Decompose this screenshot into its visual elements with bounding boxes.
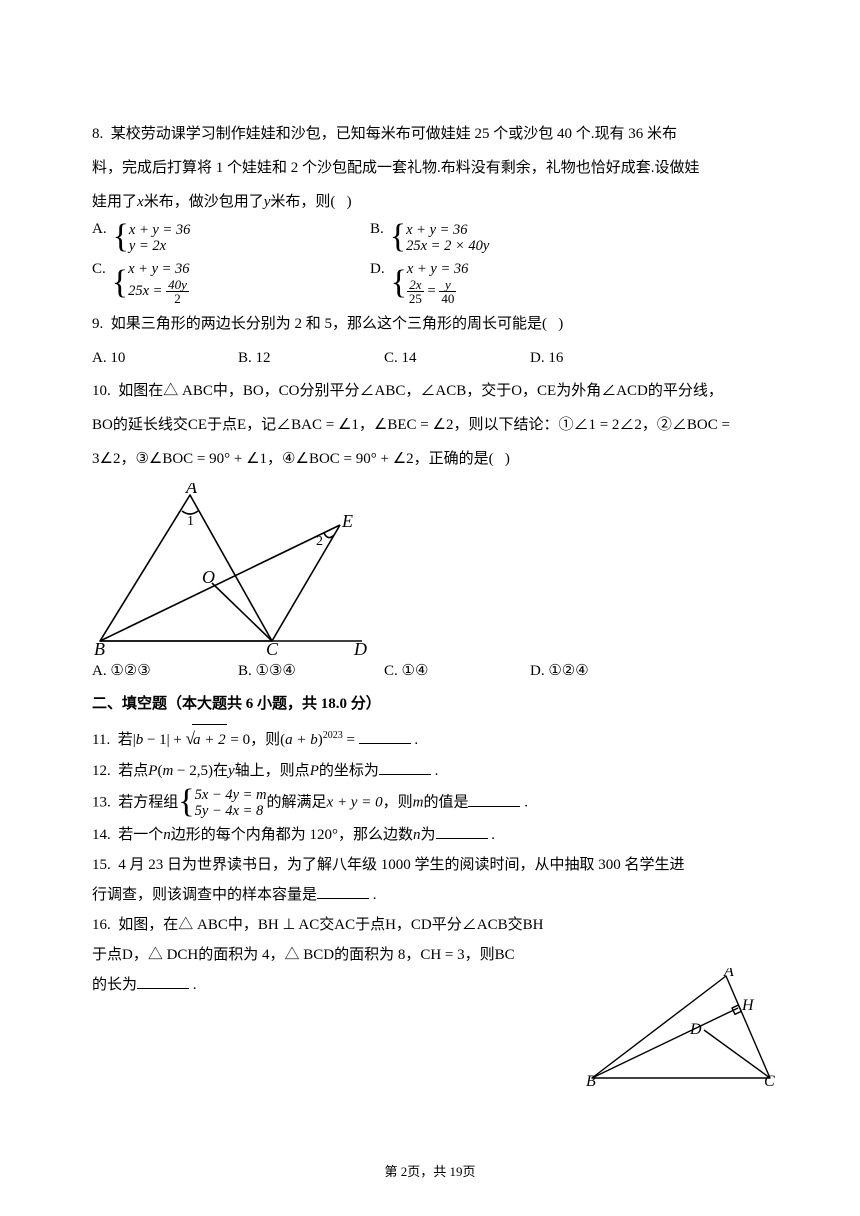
q14-blank	[436, 825, 488, 839]
q16-figure: A B C H D	[586, 968, 776, 1086]
q8-line3: 娃用了x米布，做沙包用了y米布，则( )	[92, 186, 768, 220]
q12-blank	[379, 761, 431, 775]
q10-line3: 3∠2，③∠BOC = 90° + ∠1，④∠BOC = 90° + ∠2，正确…	[92, 443, 768, 477]
q10-line2: BO的延长线交CE于点E，记∠BAC = ∠1，∠BEC = ∠2，则以下结论：…	[92, 409, 768, 443]
q10-option-d: D. ①②④	[530, 655, 589, 689]
fig1-label-b: B	[94, 639, 105, 655]
q10-line1: 10. 如图在△ ABC中，BO，CO分别平分∠ABC，∠ACB，交于O，CE为…	[92, 375, 768, 409]
q14-text: 14. 若一个n边形的每个内角都为 120°，那么边数n为 .	[92, 820, 768, 850]
q8-option-b: B. { x + y = 36 25x = 2 × 40y	[370, 221, 489, 255]
q9-option-c: C. 14	[384, 342, 530, 376]
q9-option-a: A. 10	[92, 342, 238, 376]
fig1-label-c: C	[266, 639, 279, 655]
fig1-label-d: D	[353, 639, 367, 655]
q8-options-row1: A. { x + y = 36 y = 2x B. { x + y = 36 2…	[92, 221, 768, 255]
q15-blank	[317, 885, 369, 899]
q8-line1: 8. 某校劳动课学习制作娃娃和沙包，已知每米布可做娃娃 25 个或沙包 40 个…	[92, 118, 768, 152]
q8-option-d: D. { x + y = 36 2x25 = y40	[370, 261, 468, 306]
q10-option-b: B. ①③④	[238, 655, 384, 689]
q9-text: 9. 如果三角形的两边长分别为 2 和 5，那么这个三角形的周长可能是( )	[92, 308, 768, 342]
q9-option-d: D. 16	[530, 342, 563, 376]
q15-line1: 15. 4 月 23 日为世界读书日，为了解八年级 1000 学生的阅读时间，从…	[92, 850, 768, 880]
fig1-label-e: E	[341, 511, 353, 531]
q15-line2: 行调查，则该调查中的样本容量是 .	[92, 880, 768, 910]
page-footer: 第 2页，共 19页	[0, 1161, 860, 1180]
q11-text: 11. 若|b − 1| + √a + 2 = 0，则(a + b)2023 =…	[92, 722, 768, 756]
fig2-label-d: D	[689, 1021, 702, 1038]
q11-blank	[359, 730, 411, 744]
fig2-label-c: C	[764, 1073, 775, 1086]
q10-figure: A B C D E O 1 2	[94, 483, 374, 655]
fig1-label-2: 2	[316, 534, 323, 549]
q10-options: A. ①②③ B. ①③④ C. ①④ D. ①②④	[92, 655, 768, 689]
q10-option-a: A. ①②③	[92, 655, 238, 689]
section2-heading: 二、填空题（本大题共 6 小题，共 18.0 分）	[92, 688, 768, 722]
fig2-label-b: B	[586, 1073, 596, 1086]
q16-blank	[137, 975, 189, 989]
q13-blank	[468, 793, 520, 807]
fig1-label-1: 1	[187, 514, 194, 529]
q8-option-c: C. { x + y = 36 25x = 40y2	[92, 261, 370, 306]
fig1-label-a: A	[185, 483, 198, 497]
q8-option-a: A. { x + y = 36 y = 2x	[92, 221, 370, 255]
q13-text: 13. 若方程组{5x − 4y = m5y − 4x = 8的解满足x + y…	[92, 786, 768, 820]
q9-options: A. 10 B. 12 C. 14 D. 16	[92, 342, 768, 376]
q10-option-c: C. ①④	[384, 655, 530, 689]
fig2-label-h: H	[741, 997, 755, 1014]
q16-line1: 16. 如图，在△ ABC中，BH ⊥ AC交AC于点H，CD平分∠ACB交BH	[92, 910, 760, 940]
fig2-label-a: A	[723, 968, 734, 980]
q9-option-b: B. 12	[238, 342, 384, 376]
q8-line2: 料，完成后打算将 1 个娃娃和 2 个沙包配成一套礼物.布料没有剩余，礼物也恰好…	[92, 152, 768, 186]
q16-line2: 于点D，△ DCH的面积为 4，△ BCD的面积为 8，CH = 3，则BC	[92, 940, 760, 970]
q12-text: 12. 若点P(m − 2,5)在y轴上，则点P的坐标为 .	[92, 756, 768, 786]
fig1-label-o: O	[202, 567, 215, 587]
q8-options-row2: C. { x + y = 36 25x = 40y2 D. { x + y = …	[92, 261, 768, 306]
